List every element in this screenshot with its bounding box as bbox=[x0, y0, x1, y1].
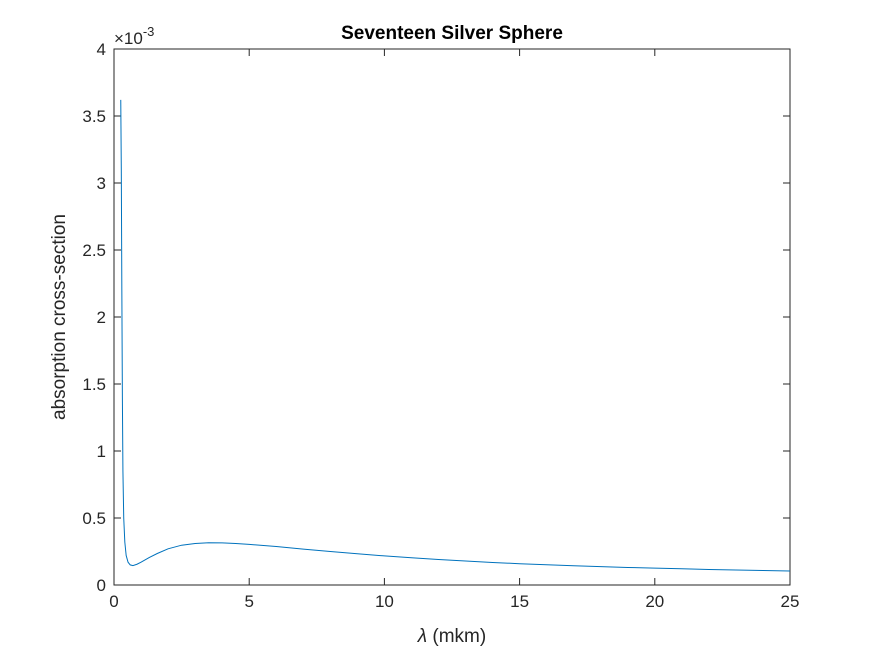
y-axis-label: absorption cross-section bbox=[49, 214, 70, 420]
y-tick-label: 3 bbox=[97, 174, 106, 193]
x-tick-label: 25 bbox=[781, 592, 800, 611]
y-tick-label: 1 bbox=[97, 442, 106, 461]
x-tick-label: 15 bbox=[510, 592, 529, 611]
data-series-line bbox=[120, 99, 791, 572]
x-tick-label: 20 bbox=[645, 592, 664, 611]
x-tick-label: 10 bbox=[375, 592, 394, 611]
y-axis-exponent-power: -3 bbox=[143, 24, 155, 39]
x-axis-label-symbol: λ bbox=[417, 626, 427, 647]
plot-area bbox=[114, 49, 790, 585]
y-axis-ticks: 0 0.5 1 1.5 2 2.5 3 3.5 4 bbox=[82, 40, 790, 595]
chart-title: Seventeen Silver Sphere bbox=[341, 23, 563, 44]
y-axis-exponent-base: ×10 bbox=[114, 29, 143, 48]
y-tick-label: 2 bbox=[97, 308, 106, 327]
x-tick-label: 0 bbox=[109, 592, 118, 611]
x-axis-ticks: 0 5 10 15 20 25 bbox=[109, 49, 799, 611]
x-tick-label: 5 bbox=[244, 592, 253, 611]
y-tick-label: 2.5 bbox=[82, 241, 106, 260]
y-tick-label: 0 bbox=[97, 576, 106, 595]
x-axis-label: λ (mkm) bbox=[417, 626, 486, 647]
y-axis-exponent: ×10-3 bbox=[114, 24, 154, 48]
y-tick-label: 4 bbox=[97, 40, 106, 59]
y-tick-label: 3.5 bbox=[82, 107, 106, 126]
y-tick-label: 1.5 bbox=[82, 375, 106, 394]
x-axis-label-unit: (mkm) bbox=[432, 626, 486, 647]
y-tick-label: 0.5 bbox=[82, 509, 106, 528]
